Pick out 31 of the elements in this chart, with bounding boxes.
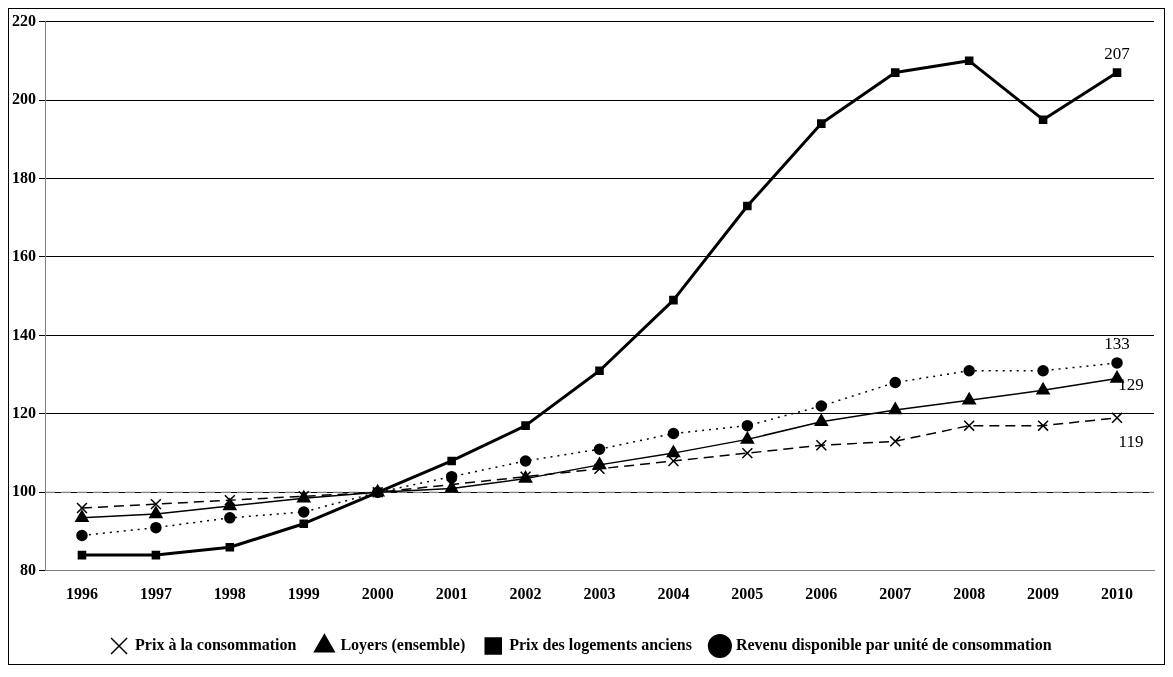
legend-label: Revenu disponible par unité de consommation: [735, 636, 1052, 655]
x-tick-label: 2000: [361, 584, 394, 602]
y-tick-label: 80: [20, 560, 36, 578]
x-tick-label: 2003: [583, 584, 616, 602]
legend-label: Loyers (ensemble): [340, 636, 466, 655]
annotation: 207: [1104, 43, 1131, 63]
annotation: 133: [1104, 333, 1130, 353]
x-tick-label: 2008: [953, 584, 986, 602]
x-tick-label: 2010: [1101, 584, 1134, 602]
y-tick-label: 220: [12, 11, 36, 29]
y-tick-label: 160: [12, 247, 36, 265]
x-tick-label: 1996: [65, 584, 98, 602]
x-tick-label: 1999: [287, 584, 320, 602]
y-tick-label: 120: [12, 404, 36, 422]
y-tick-label: 200: [12, 90, 36, 108]
x-tick-label: 2004: [657, 584, 690, 602]
x-tick-label: 2002: [509, 584, 542, 602]
y-tick-label: 100: [12, 482, 36, 500]
legend-label: Prix des logements anciens: [509, 636, 692, 655]
x-tick-label: 2005: [731, 584, 764, 602]
y-tick-label: 180: [12, 168, 36, 186]
x-tick-label: 2009: [1027, 584, 1060, 602]
annotation: 119: [1118, 431, 1144, 451]
y-tick-label: 140: [12, 325, 36, 343]
x-tick-label: 1997: [139, 584, 172, 602]
legend-label: Prix à la consommation: [135, 636, 297, 654]
annotation: 129: [1118, 374, 1144, 394]
x-tick-label: 1998: [213, 584, 246, 602]
x-tick-label: 2006: [805, 584, 838, 602]
x-tick-label: 2001: [435, 584, 468, 602]
x-tick-label: 2007: [879, 584, 912, 602]
